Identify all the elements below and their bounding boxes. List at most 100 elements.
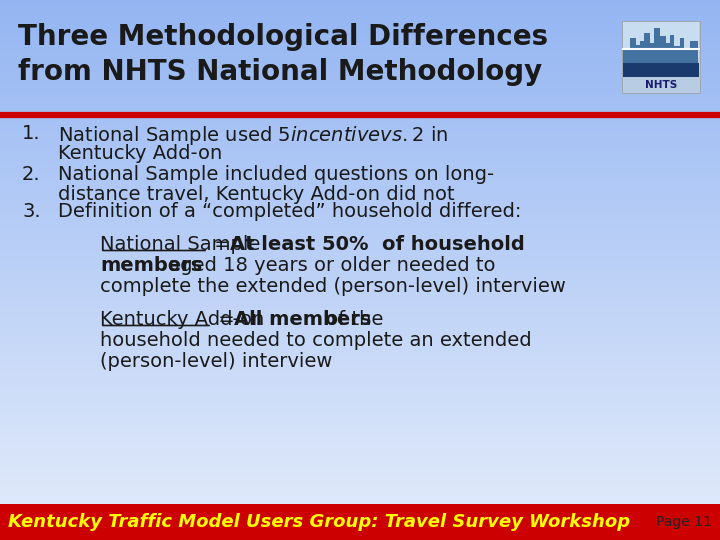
Bar (0, 76, 720, 78)
Bar (0, 486, 720, 488)
Bar (0, 17, 720, 19)
Bar (0, 488, 720, 490)
Bar (0, 168, 720, 170)
Text: All members: All members (234, 310, 372, 329)
Bar (0, 147, 720, 149)
Bar (0, 381, 720, 382)
Bar (0, 407, 720, 409)
Bar (0, 399, 720, 400)
Bar (0, 395, 720, 396)
Bar (0, 16, 720, 17)
Text: =: = (208, 235, 237, 254)
Bar (0, 387, 720, 389)
Bar (0, 441, 720, 442)
Bar (0, 446, 720, 448)
Bar (0, 94, 720, 96)
Bar (0, 128, 720, 130)
Bar (0, 380, 720, 381)
Bar (0, 397, 720, 399)
Bar (0, 83, 720, 85)
Bar (0, 44, 720, 46)
Bar (0, 57, 720, 59)
Bar (0, 262, 720, 264)
Bar (0, 186, 720, 187)
Bar (0, 62, 720, 64)
Bar (0, 471, 720, 472)
Bar (0, 346, 720, 348)
Bar (0, 243, 720, 245)
Text: Definition of a “completed” household differed:: Definition of a “completed” household di… (58, 202, 521, 221)
Bar (0, 86, 720, 87)
Bar (0, 289, 720, 291)
Bar (0, 170, 720, 171)
Bar (0, 357, 720, 359)
Bar (0, 369, 720, 372)
Bar (0, 64, 720, 66)
Text: Kentucky Traffic Model Users Group: Travel Survey Workshop: Kentucky Traffic Model Users Group: Trav… (8, 513, 630, 531)
Bar (0, 167, 720, 168)
Bar (0, 375, 720, 376)
Bar (0, 105, 720, 106)
Bar (0, 212, 720, 214)
Bar (0, 321, 720, 322)
Bar (0, 66, 720, 68)
Bar (0, 126, 720, 127)
Bar (0, 412, 720, 414)
Bar (0, 111, 720, 112)
Bar (0, 371, 720, 373)
Bar (0, 463, 720, 465)
Bar (0, 329, 720, 331)
Bar (0, 46, 720, 48)
Bar (0, 310, 720, 313)
Bar (0, 497, 720, 499)
Bar (0, 477, 720, 479)
Bar (0, 322, 720, 324)
Bar (0, 248, 720, 250)
Text: 2.: 2. (22, 165, 40, 184)
Bar (0, 122, 720, 124)
Bar (0, 353, 720, 355)
Bar (0, 287, 720, 289)
Bar (0, 92, 720, 94)
Bar (0, 113, 720, 115)
Bar (0, 349, 720, 351)
Bar (0, 498, 720, 500)
Bar (0, 183, 720, 185)
Bar (0, 320, 720, 321)
Bar (0, 246, 720, 247)
Bar (0, 478, 720, 480)
Bar (0, 125, 720, 126)
Bar (0, 48, 720, 50)
Bar (0, 181, 720, 183)
Bar (0, 130, 720, 131)
Bar (0, 145, 720, 146)
Bar (0, 392, 720, 394)
Bar (0, 202, 720, 204)
Bar (0, 367, 720, 369)
Bar (0, 292, 720, 294)
Bar (0, 223, 720, 225)
Bar (0, 268, 720, 270)
Bar (0, 455, 720, 456)
Bar (0, 14, 720, 15)
Bar (0, 453, 720, 455)
Bar (0, 216, 720, 218)
Bar (0, 288, 720, 290)
Text: members: members (100, 256, 202, 275)
Bar (0, 21, 720, 23)
Bar (0, 396, 720, 397)
Bar (0, 351, 720, 353)
Bar (0, 421, 720, 422)
Bar (0, 436, 720, 437)
Bar (0, 50, 720, 51)
Bar (0, 156, 720, 158)
Bar (0, 52, 720, 54)
Bar (0, 323, 720, 325)
Bar (0, 207, 720, 209)
Bar (0, 309, 720, 311)
Bar (0, 15, 720, 16)
Bar (0, 81, 720, 83)
Bar (0, 108, 720, 110)
Bar (0, 173, 720, 175)
Bar (0, 191, 720, 192)
